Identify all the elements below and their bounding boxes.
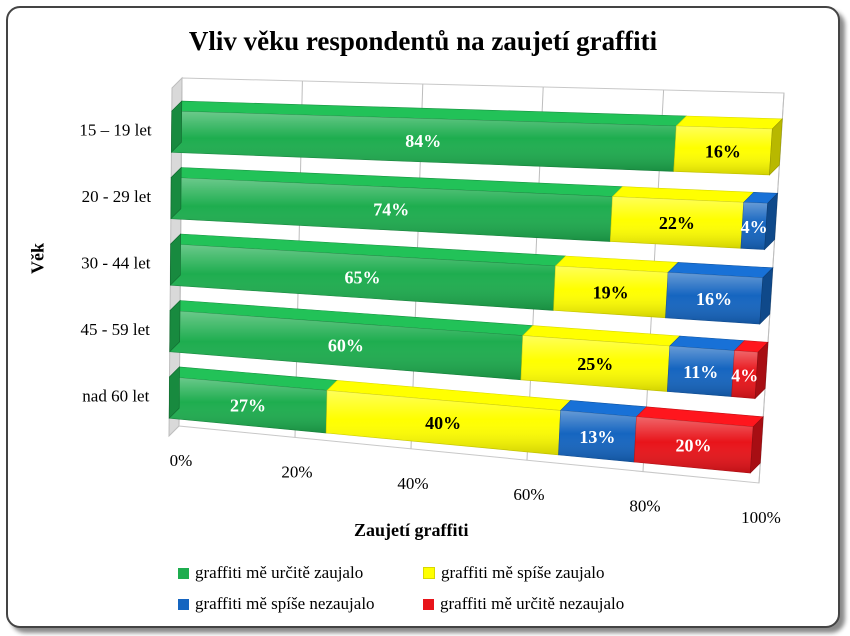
- x-tick-label: 0%: [170, 451, 193, 470]
- chart-labels: 0% 20% 40% 60% 80% 100% 15 – 19 let 84% 16% 20 - …: [79, 121, 780, 527]
- bar-segment: [609, 186, 755, 249]
- x-tick-label: 20%: [281, 462, 312, 481]
- x-axis-label: Zaujetí graffiti: [354, 520, 469, 540]
- legend-label-3: graffiti mě spíše nezaujalo: [195, 594, 375, 613]
- y-axis-label: Věk: [27, 243, 48, 274]
- bar-segment: [170, 166, 624, 242]
- legend-swatch-1: [178, 567, 189, 579]
- y-tick-label: 20 - 29 let: [82, 187, 152, 206]
- x-tick-label: 60%: [513, 485, 544, 504]
- legend-item-4: graffiti mě určitě nezaujalo: [423, 594, 624, 614]
- data-label: 65%: [344, 267, 380, 287]
- x-tick-label: 100%: [741, 508, 781, 527]
- data-label: 4%: [741, 217, 768, 237]
- legend-label-1: graffiti mě určitě zaujalo: [195, 563, 364, 582]
- data-label: 40%: [425, 413, 461, 433]
- legend-swatch-2: [423, 567, 435, 579]
- legend-label-4: graffiti mě určitě nezaujalo: [440, 594, 625, 613]
- legend-swatch-3: [178, 598, 189, 610]
- bar-segment: [558, 400, 648, 463]
- y-tick-label: nad 60 let: [82, 387, 149, 406]
- data-label: 22%: [659, 213, 695, 233]
- chart-canvas: 0% 20% 40% 60% 80% 100% 15 – 19 let 84% 16% 20 - …: [79, 76, 785, 527]
- legend-swatch-4: [423, 598, 434, 610]
- data-label: 27%: [230, 396, 266, 416]
- data-label: 25%: [577, 354, 613, 374]
- data-label: 74%: [373, 200, 409, 220]
- y-tick-label: 45 - 59 let: [80, 320, 150, 339]
- data-label: 19%: [593, 283, 629, 303]
- bar-segment: [633, 406, 764, 474]
- data-label: 4%: [731, 366, 758, 386]
- data-label: 16%: [696, 289, 732, 309]
- data-label: 84%: [405, 131, 441, 151]
- y-tick-label: 30 - 44 let: [81, 254, 151, 273]
- data-label: 11%: [683, 362, 718, 382]
- y-tick-label: 15 – 19 let: [79, 121, 152, 140]
- chart-frame: 0% 20% 40% 60% 80% 100% 15 – 19 let 84% 16% 20 - …: [6, 6, 840, 628]
- data-label: 16%: [705, 141, 741, 161]
- bar-segment: [740, 191, 779, 251]
- bar-segment: [665, 262, 774, 325]
- chart-title: Vliv věku respondentů na zaujetí graffit…: [188, 26, 658, 56]
- legend-item-1: graffiti mě určitě zaujalo: [178, 563, 363, 583]
- bar-segment: [168, 366, 338, 434]
- chart-bars: [168, 100, 784, 474]
- data-label: 20%: [676, 436, 712, 456]
- bar-segment: [731, 340, 769, 400]
- bar-segment: [169, 233, 567, 311]
- data-label: 13%: [579, 427, 615, 447]
- bar-segment: [673, 115, 784, 176]
- bar-segment: [169, 299, 534, 381]
- x-tick-label: 40%: [397, 474, 428, 493]
- data-label: 60%: [328, 335, 364, 355]
- x-tick-label: 80%: [629, 497, 660, 516]
- bar-segment: [171, 100, 688, 172]
- bar-segment: [520, 325, 681, 392]
- legend-item-3: graffiti mě spíše nezaujalo: [178, 594, 375, 614]
- bar-segment: [553, 255, 679, 319]
- bar-segment: [666, 335, 746, 397]
- legend-item-2: graffiti mě spíše zaujalo: [423, 563, 605, 583]
- legend-label-2: graffiti mě spíše zaujalo: [441, 563, 605, 582]
